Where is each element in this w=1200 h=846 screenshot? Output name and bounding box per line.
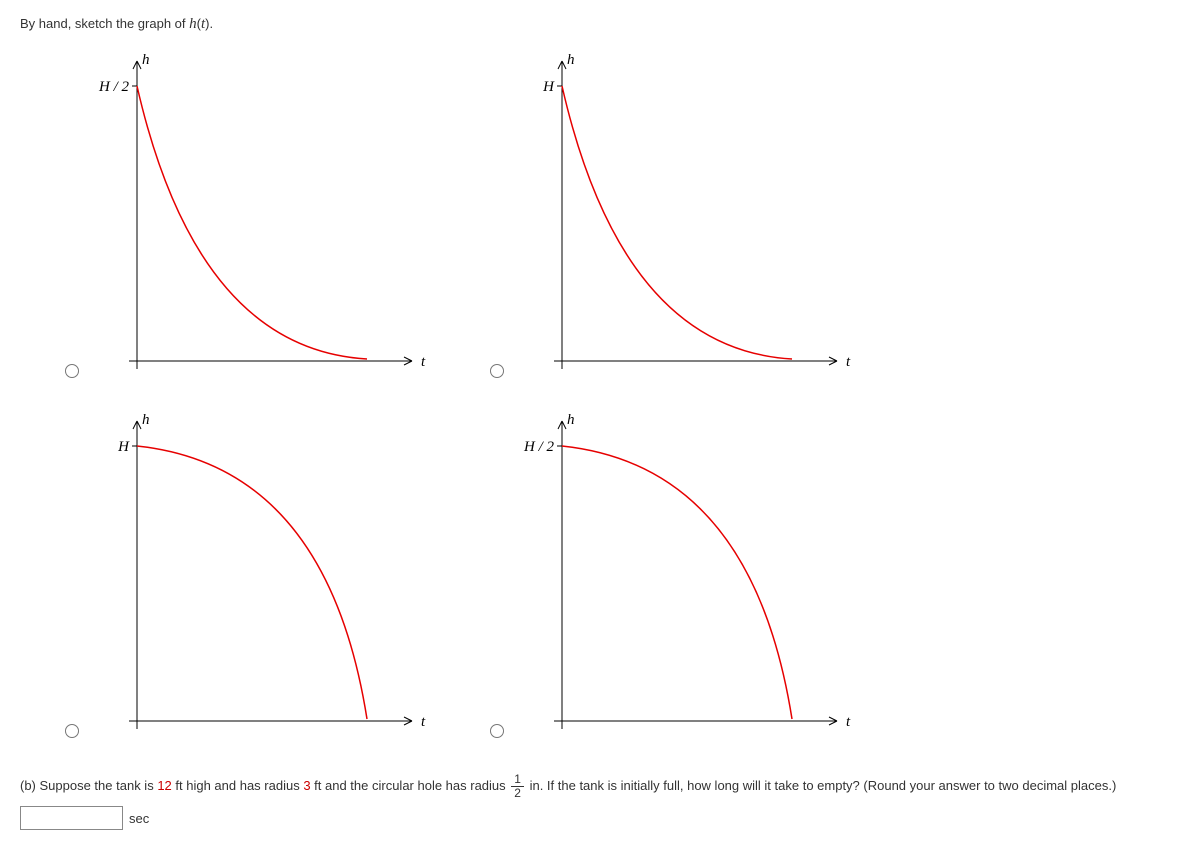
svg-text:t: t xyxy=(846,714,851,730)
part-b-text: (b) Suppose the tank is 12 ft high and h… xyxy=(20,773,1180,800)
svg-text:h: h xyxy=(567,412,575,428)
svg-text:H / 2: H / 2 xyxy=(523,439,555,455)
answer-input[interactable] xyxy=(20,806,123,830)
radio-option-3[interactable] xyxy=(65,724,79,738)
radio-option-2[interactable] xyxy=(490,364,504,378)
svg-text:t: t xyxy=(421,714,426,730)
answer-row: sec xyxy=(20,806,1180,830)
options-grid: h t H / 2 h t H h t H h t H / 2 xyxy=(60,41,1180,741)
answer-unit: sec xyxy=(129,811,149,826)
option-3: h t H xyxy=(60,401,460,741)
svg-text:h: h xyxy=(142,52,150,68)
chart-2: h t H xyxy=(517,41,857,381)
radio-option-4[interactable] xyxy=(490,724,504,738)
option-2: h t H xyxy=(485,41,885,381)
chart-3: h t H xyxy=(92,401,432,741)
svg-text:H: H xyxy=(542,79,555,95)
svg-text:h: h xyxy=(567,52,575,68)
svg-text:t: t xyxy=(421,354,426,370)
svg-text:t: t xyxy=(846,354,851,370)
radio-option-1[interactable] xyxy=(65,364,79,378)
svg-text:H / 2: H / 2 xyxy=(98,79,130,95)
question-prompt: By hand, sketch the graph of h(t). xyxy=(20,16,1180,33)
option-1: h t H / 2 xyxy=(60,41,460,381)
svg-text:H: H xyxy=(117,439,130,455)
chart-1: h t H / 2 xyxy=(92,41,432,381)
chart-4: h t H / 2 xyxy=(517,401,857,741)
svg-text:h: h xyxy=(142,412,150,428)
option-4: h t H / 2 xyxy=(485,401,885,741)
